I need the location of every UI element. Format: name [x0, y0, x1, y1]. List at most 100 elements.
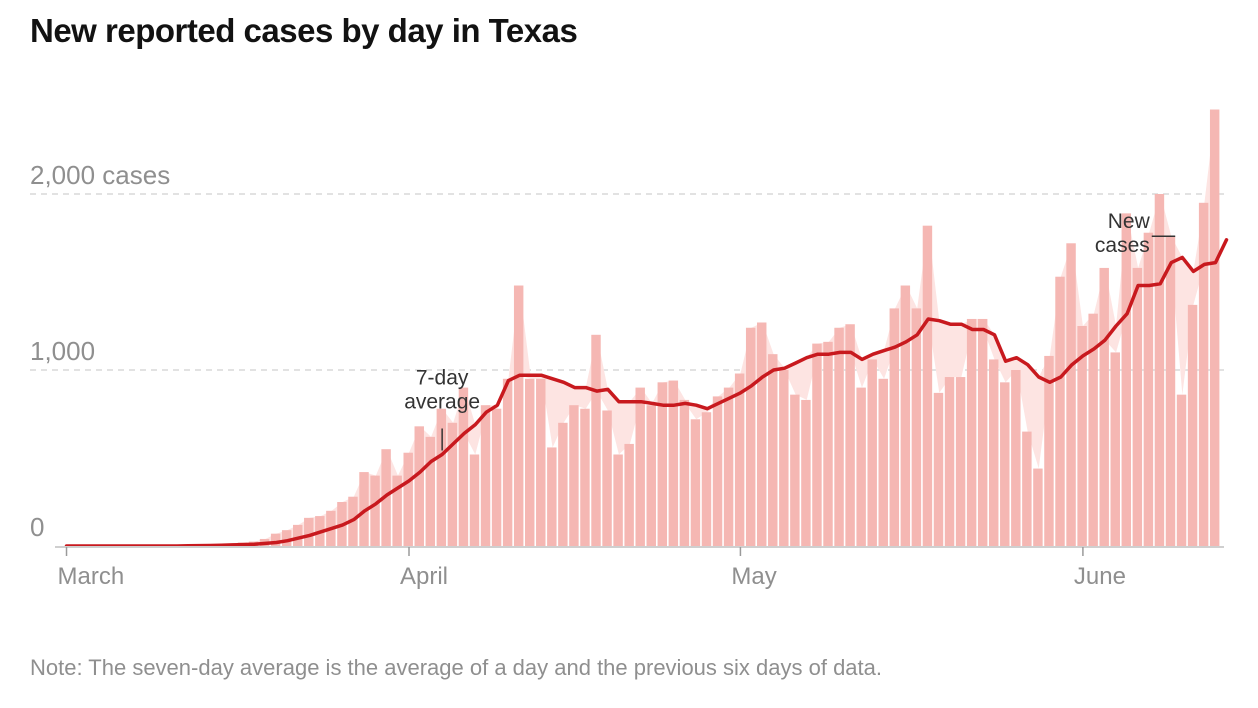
daily-case-bar — [293, 524, 303, 546]
daily-case-bar — [768, 354, 778, 546]
daily-case-bar — [547, 447, 557, 546]
daily-case-bar — [536, 378, 546, 546]
daily-case-bar — [414, 426, 424, 546]
daily-case-bar — [624, 443, 634, 546]
daily-case-bar — [1066, 243, 1076, 546]
daily-case-bar — [734, 373, 745, 546]
daily-case-bar — [447, 422, 458, 546]
daily-case-bar — [1209, 109, 1220, 547]
daily-case-bar — [591, 334, 601, 546]
axes: 0 1,000 2,000 cases March April May June — [30, 160, 1224, 590]
daily-case-bar — [845, 324, 855, 546]
chart-note: Note: The seven-day average is the avera… — [30, 655, 883, 680]
daily-case-bar — [867, 359, 877, 546]
x-tick-label: May — [731, 563, 776, 590]
daily-case-bar — [1187, 304, 1198, 546]
daily-case-bar — [878, 378, 888, 546]
daily-case-bar — [966, 318, 977, 546]
chart-title: New reported cases by day in Texas — [30, 12, 578, 49]
average-line-path — [64, 238, 1229, 548]
daily-case-bar — [1044, 355, 1054, 546]
daily-case-bar — [757, 322, 767, 546]
daily-case-bar — [745, 327, 756, 546]
daily-case-bar — [1055, 276, 1065, 546]
daily-case-bar — [1143, 232, 1154, 546]
daily-case-bar — [1165, 236, 1176, 547]
cases-annotation-text: New — [1108, 210, 1151, 233]
daily-case-bar — [558, 422, 568, 546]
daily-case-bar — [304, 517, 314, 546]
daily-case-bar — [1132, 267, 1143, 546]
seven-day-average-line — [64, 238, 1229, 548]
daily-case-bar — [657, 382, 668, 546]
daily-case-bar — [944, 377, 955, 546]
daily-case-bar — [359, 472, 369, 546]
daily-case-bar — [977, 318, 988, 546]
daily-case-bar — [823, 341, 833, 546]
daily-case-bar — [1110, 352, 1120, 546]
daily-case-bar — [701, 412, 712, 546]
daily-case-bar — [281, 530, 292, 546]
daily-case-bar — [1022, 431, 1032, 546]
daily-case-bar — [955, 377, 966, 546]
new-cases-bars — [160, 109, 1220, 547]
daily-case-bar — [1198, 202, 1209, 547]
daily-case-bar — [1154, 194, 1165, 546]
daily-case-bar — [491, 408, 502, 546]
daily-case-bar — [513, 285, 524, 546]
daily-case-bar — [933, 392, 944, 546]
daily-case-bar — [613, 454, 623, 546]
daily-case-bar — [1088, 313, 1098, 546]
daily-case-bar — [370, 475, 380, 546]
daily-case-bar — [712, 396, 723, 546]
daily-case-bar — [646, 405, 656, 546]
daily-case-bar — [580, 408, 590, 546]
x-tick-label: March — [58, 563, 125, 590]
daily-case-bar — [1000, 382, 1010, 546]
daily-case-bar — [889, 308, 900, 546]
daily-case-bar — [690, 419, 701, 546]
daily-case-bar — [1077, 326, 1087, 546]
daily-case-bar — [900, 285, 911, 546]
x-tick-label: June — [1074, 563, 1126, 590]
daily-case-bar — [270, 533, 281, 546]
average-annotation-text: average — [404, 390, 480, 413]
daily-case-bar — [392, 475, 402, 546]
daily-case-bar — [480, 405, 491, 546]
daily-case-bar — [469, 454, 480, 546]
daily-case-bar — [790, 394, 800, 546]
daily-case-bar — [989, 359, 999, 546]
gridlines — [30, 193, 1228, 371]
chart-svg: 0 1,000 2,000 cases March April May June 7-day… — [30, 109, 1229, 590]
daily-case-bar — [1176, 394, 1187, 546]
daily-case-bar — [779, 370, 789, 546]
daily-case-bar — [1011, 370, 1021, 546]
daily-case-bar — [812, 343, 822, 546]
daily-case-bar — [525, 378, 535, 546]
daily-case-bar — [1099, 267, 1109, 546]
daily-case-bar — [436, 408, 447, 546]
daily-case-bar — [458, 387, 469, 546]
cases-annotation-text: cases — [1095, 234, 1150, 257]
daily-case-bar — [602, 410, 612, 546]
daily-case-bar — [569, 405, 579, 546]
x-tick-label: April — [400, 563, 448, 590]
average-annotation-text: 7-day — [416, 366, 469, 389]
daily-case-bar — [1033, 468, 1043, 546]
daily-case-bar — [911, 308, 922, 546]
y-tick-label: 0 — [30, 512, 44, 542]
daily-case-bar — [635, 387, 645, 546]
y-tick-label: 2,000 cases — [30, 160, 170, 190]
daily-case-bar — [403, 452, 413, 546]
daily-case-bar — [801, 399, 811, 546]
y-tick-label: 1,000 — [30, 336, 95, 366]
daily-case-bar — [856, 387, 866, 546]
daily-case-bar — [425, 436, 436, 546]
daily-case-bar — [1121, 213, 1132, 547]
daily-case-bar — [922, 225, 933, 546]
daily-case-bar — [668, 380, 679, 546]
daily-case-bar — [679, 399, 690, 546]
daily-case-bar — [834, 327, 844, 546]
daily-case-bar — [723, 387, 734, 546]
